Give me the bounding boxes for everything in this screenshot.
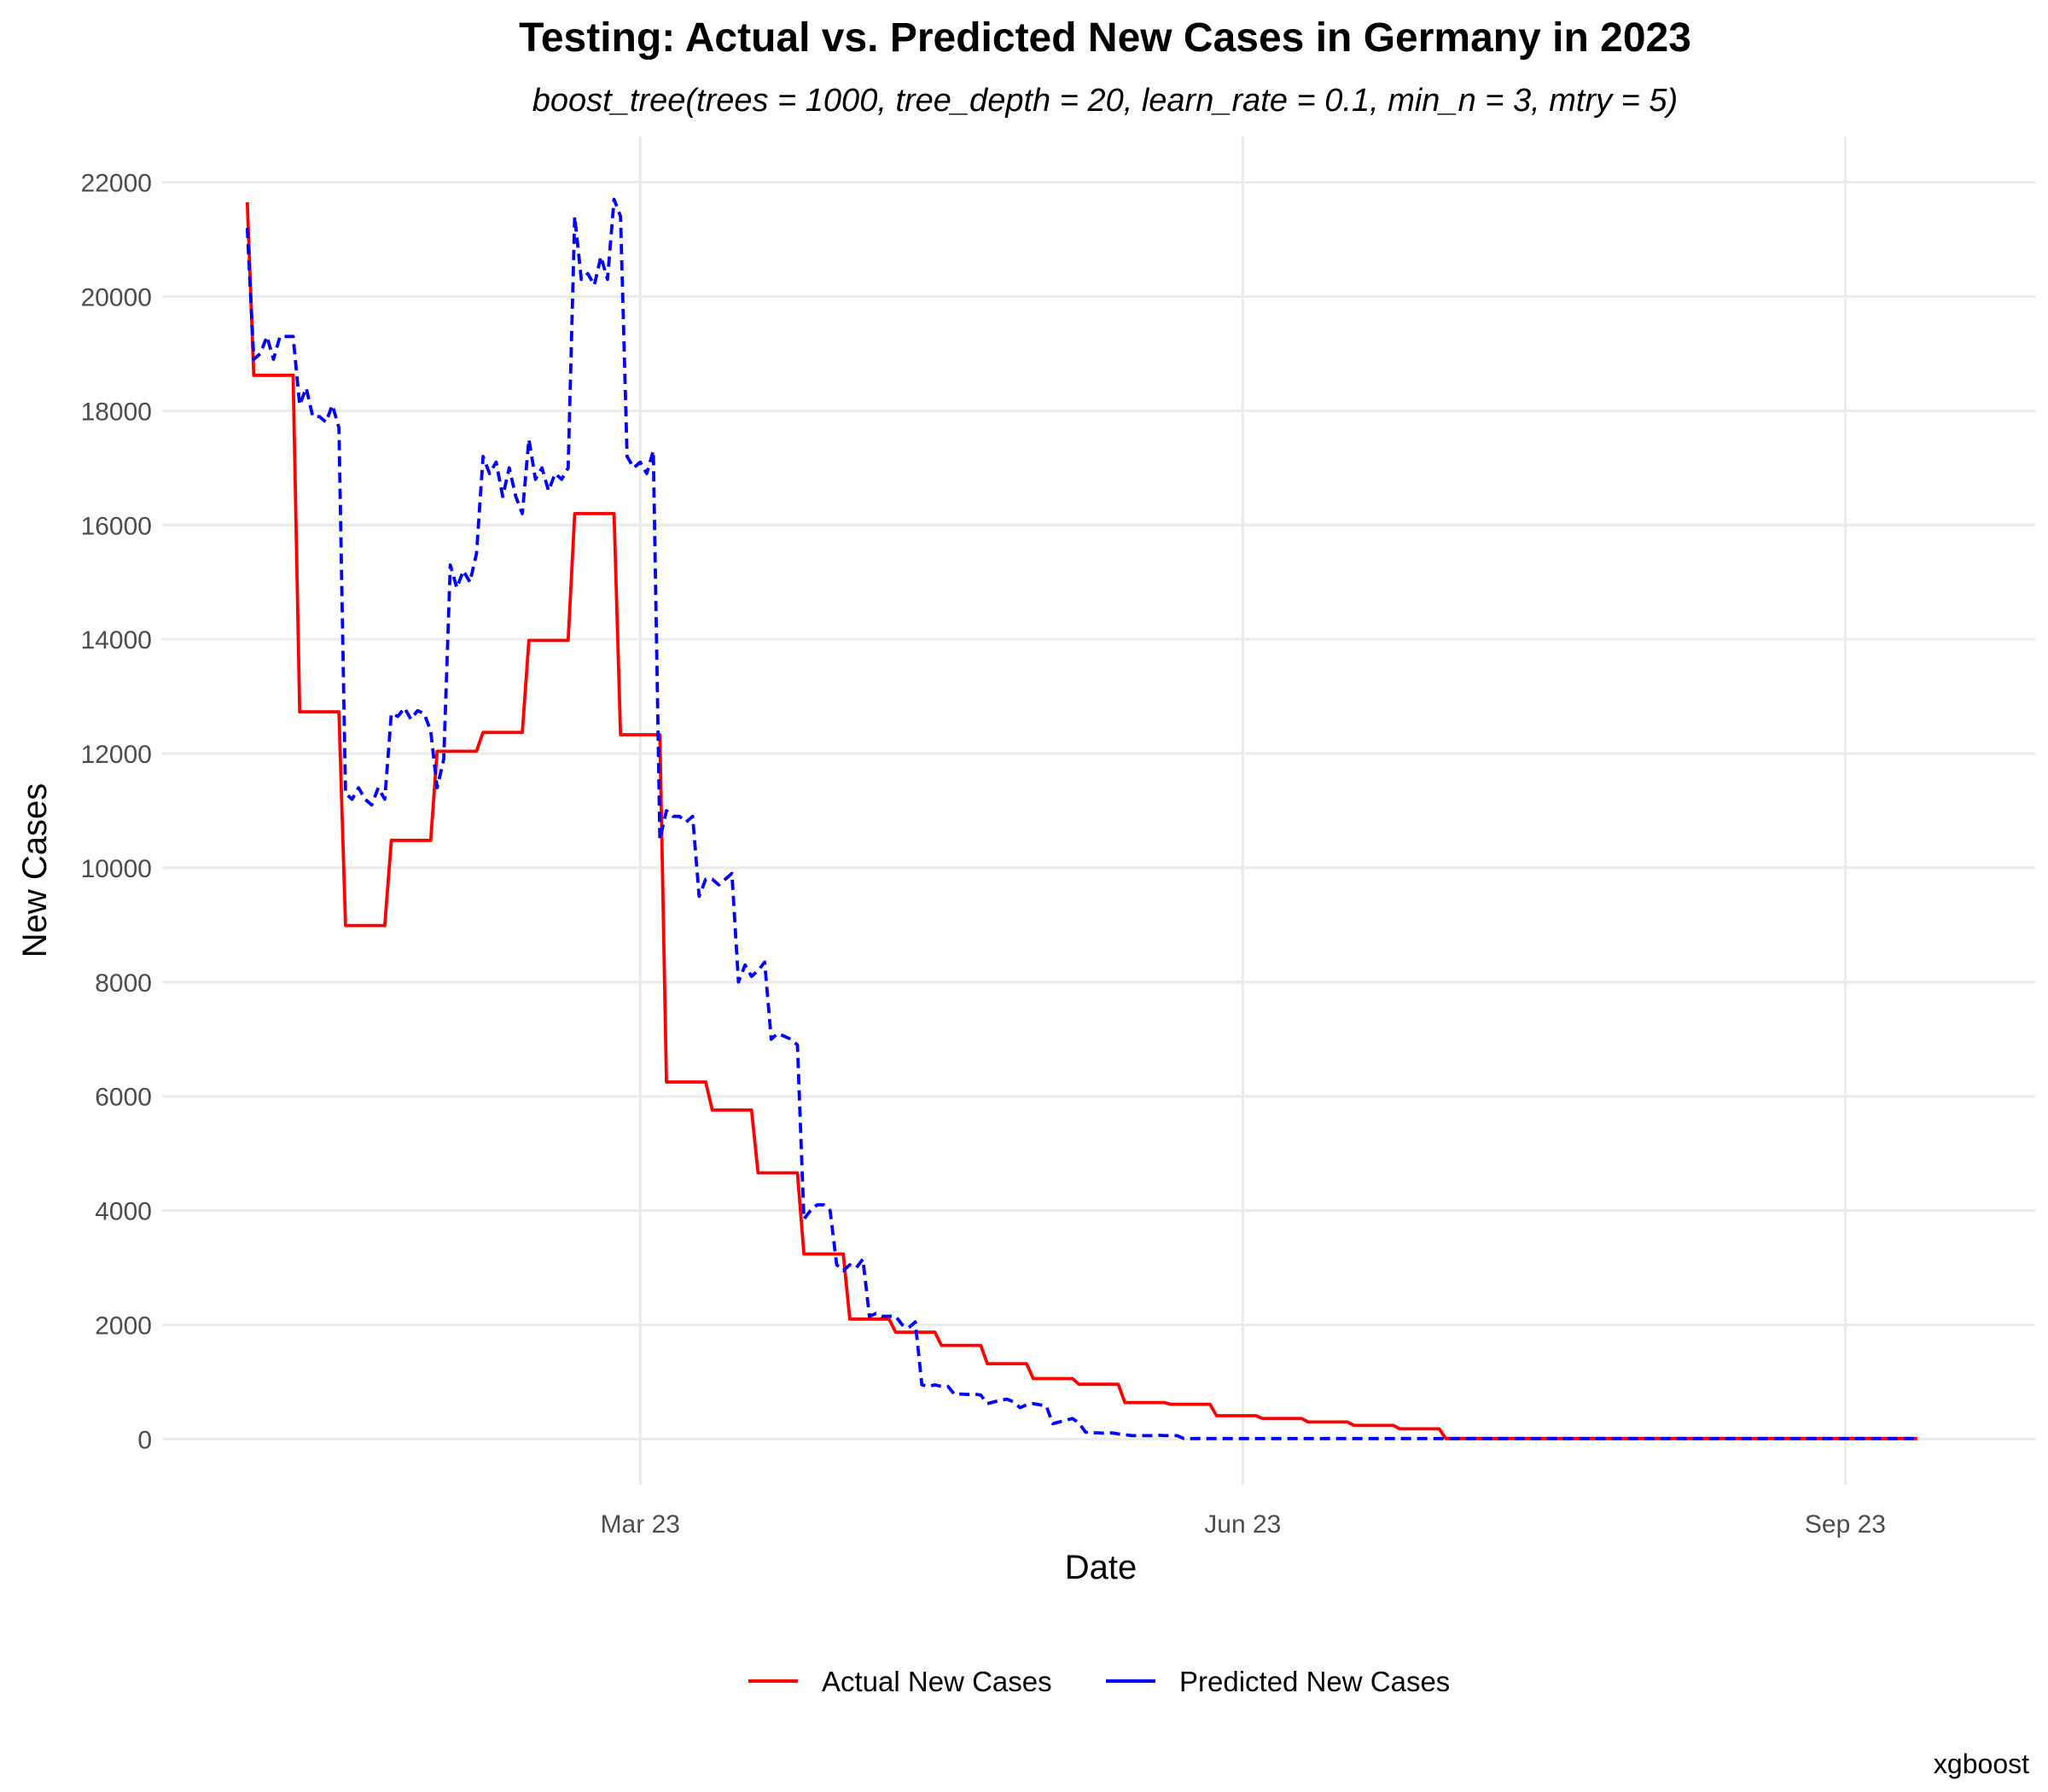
y-tick-label: 18000 [81, 398, 152, 426]
y-tick-label: 14000 [81, 626, 152, 655]
y-tick-label: 20000 [81, 283, 152, 311]
y-axis-ticks: 0 2000 4000 6000 8000 10000 12000 14000 16000 180… [81, 170, 152, 1455]
y-tick-label: 6000 [95, 1084, 152, 1112]
y-tick-label: 2000 [95, 1312, 152, 1341]
legend: Actual New Cases Predicted New Cases [748, 1666, 1450, 1697]
legend-label-actual: Actual New Cases [822, 1666, 1052, 1697]
x-tick-label: Jun 23 [1204, 1510, 1281, 1539]
legend-label-predicted: Predicted New Cases [1179, 1666, 1450, 1697]
series-lines [245, 197, 1917, 1440]
grid [162, 137, 2035, 1485]
series-line-actual [245, 201, 1917, 1440]
y-tick-label: 10000 [81, 855, 152, 883]
y-tick-label: 16000 [81, 512, 152, 540]
chart-title: Testing: Actual vs. Predicted New Cases … [519, 15, 1691, 61]
series-line-predicted [245, 197, 1917, 1440]
x-axis-ticks: Mar 23 Jun 23 Sep 23 [601, 1510, 1886, 1539]
y-tick-label: 12000 [81, 741, 152, 769]
chart-caption: xgboost [1934, 1748, 2029, 1779]
x-axis-title: Date [1065, 1549, 1137, 1586]
y-tick-label: 4000 [95, 1198, 152, 1226]
y-tick-label: 8000 [95, 969, 152, 998]
x-tick-label: Mar 23 [601, 1510, 680, 1539]
chart-subtitle: boost_tree(trees = 1000, tree_depth = 20… [532, 83, 1678, 119]
y-axis-title: New Cases [16, 783, 54, 958]
y-tick-label: 0 [137, 1426, 152, 1454]
y-tick-label: 22000 [81, 170, 152, 198]
x-tick-label: Sep 23 [1805, 1510, 1886, 1539]
